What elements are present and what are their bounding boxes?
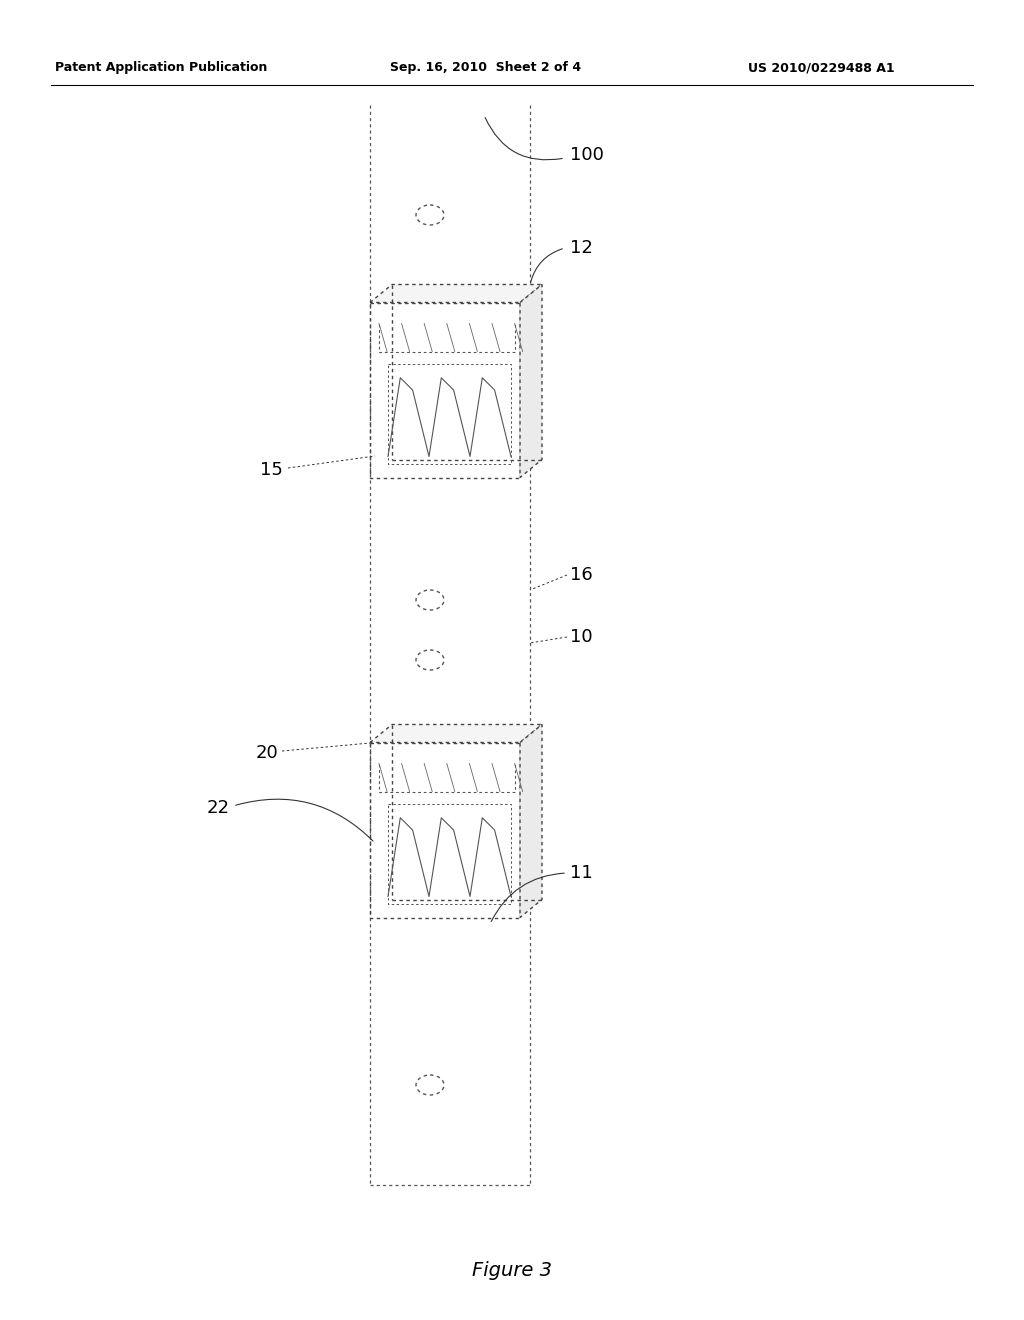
- Text: US 2010/0229488 A1: US 2010/0229488 A1: [748, 62, 895, 74]
- Ellipse shape: [416, 1074, 444, 1096]
- Text: 16: 16: [570, 566, 593, 583]
- Polygon shape: [520, 285, 542, 478]
- Text: Figure 3: Figure 3: [472, 1261, 552, 1279]
- Text: Sep. 16, 2010  Sheet 2 of 4: Sep. 16, 2010 Sheet 2 of 4: [390, 62, 582, 74]
- Text: 20: 20: [255, 744, 278, 762]
- Polygon shape: [520, 725, 542, 917]
- Polygon shape: [370, 285, 542, 302]
- Text: 11: 11: [570, 865, 593, 882]
- Ellipse shape: [416, 649, 444, 671]
- Text: Patent Application Publication: Patent Application Publication: [55, 62, 267, 74]
- Ellipse shape: [416, 590, 444, 610]
- Text: 10: 10: [570, 628, 593, 645]
- Text: 100: 100: [570, 147, 604, 164]
- Ellipse shape: [416, 205, 444, 224]
- Text: 22: 22: [207, 799, 230, 817]
- Text: 15: 15: [260, 461, 283, 479]
- Text: 12: 12: [570, 239, 593, 257]
- Polygon shape: [370, 725, 542, 742]
